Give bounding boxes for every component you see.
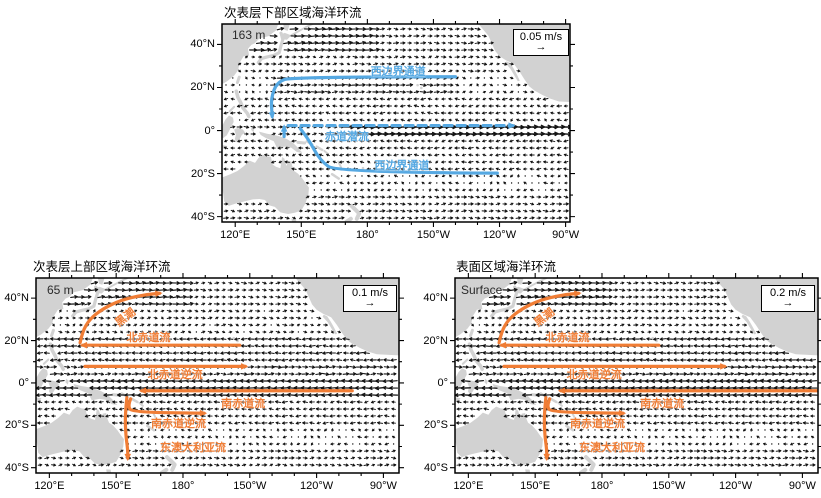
x-tick-label: 120°E (453, 480, 484, 492)
y-tick-label: 0° (437, 376, 448, 389)
depth-label: Surface (461, 283, 503, 297)
reference-vector-label: 0.2 m/s (769, 287, 807, 299)
depth-label: 163 m (232, 28, 266, 42)
x-tick-label: 120°E (220, 229, 251, 241)
panel-title-surface: 表面区域海洋环流 (456, 260, 557, 274)
y-tick-label: 0° (18, 376, 29, 389)
x-tick-label: 150°W (233, 480, 267, 492)
y-tick-label: 20°N (4, 334, 29, 347)
y-tick-label: 40°S (5, 461, 29, 474)
x-tick-label: 150°E (286, 229, 317, 241)
x-tick-label: 120°E (34, 480, 65, 492)
current-label: 南赤道流 (221, 397, 266, 410)
depth-label: 65 m (47, 283, 74, 297)
current-label: 北赤道流 (545, 332, 590, 345)
reference-vector-box: 0.05 m/s → (513, 29, 569, 56)
current-label: 南赤道流 (640, 397, 685, 410)
reference-vector-box: 0.1 m/s → (343, 285, 397, 312)
x-tick-label: 90°W (552, 229, 580, 241)
y-tick-label: 20°S (5, 419, 29, 432)
reference-vector-arrow-icon: → (364, 297, 376, 309)
y-tick-label: 20°S (424, 419, 448, 432)
y-tick-label: 20°N (423, 334, 448, 347)
x-tick-label: 150°E (520, 480, 551, 492)
y-tick-label: 40°S (191, 210, 215, 223)
current-label: 南赤道逆流 (570, 417, 626, 430)
current-label: 西边界通道 (370, 66, 426, 79)
panel-title-subsurface-lower: 次表层下部区域海洋环流 (224, 6, 362, 20)
reference-vector-label: 0.05 m/s (519, 31, 563, 43)
current-label: 南赤道逆流 (151, 417, 207, 430)
current-label: 黑潮 (113, 305, 139, 329)
reference-vector-arrow-icon: → (782, 297, 794, 309)
y-tick-label: 40°N (423, 292, 448, 305)
x-tick-label: 90°W (788, 480, 816, 492)
x-tick-label: 150°W (652, 480, 686, 492)
current-label: 北赤道逆流 (566, 368, 622, 381)
reference-vector-box: 0.2 m/s → (761, 285, 815, 312)
current-label: 黑潮 (532, 305, 558, 329)
x-tick-label: 150°W (416, 229, 451, 241)
x-tick-label: 120°W (482, 229, 517, 241)
panel-title-subsurface-upper: 次表层上部区域海洋环流 (33, 260, 171, 274)
reference-vector-arrow-icon: → (535, 41, 547, 53)
y-tick-label: 40°N (190, 38, 215, 51)
y-tick-label: 40°N (4, 292, 29, 305)
y-tick-label: 20°N (190, 81, 215, 94)
current-label: 东澳大利亚流 (160, 441, 226, 454)
y-tick-label: 0° (204, 124, 215, 137)
y-tick-label: 40°S (424, 461, 448, 474)
current-label: 赤道潜流 (324, 131, 369, 144)
x-tick-label: 180° (590, 480, 614, 492)
x-tick-label: 90°W (369, 480, 397, 492)
y-tick-label: 20°S (191, 167, 215, 180)
x-tick-label: 150°E (101, 480, 132, 492)
current-label: 北赤道流 (126, 332, 171, 345)
x-tick-label: 120°W (719, 480, 753, 492)
current-label: 东澳大利亚流 (579, 441, 645, 454)
x-tick-label: 120°W (300, 480, 334, 492)
reference-vector-label: 0.1 m/s (351, 287, 389, 299)
x-tick-label: 180° (355, 229, 379, 241)
x-tick-label: 180° (171, 480, 195, 492)
current-label: 西边界通道 (374, 160, 430, 173)
current-label: 北赤道逆流 (147, 368, 203, 381)
